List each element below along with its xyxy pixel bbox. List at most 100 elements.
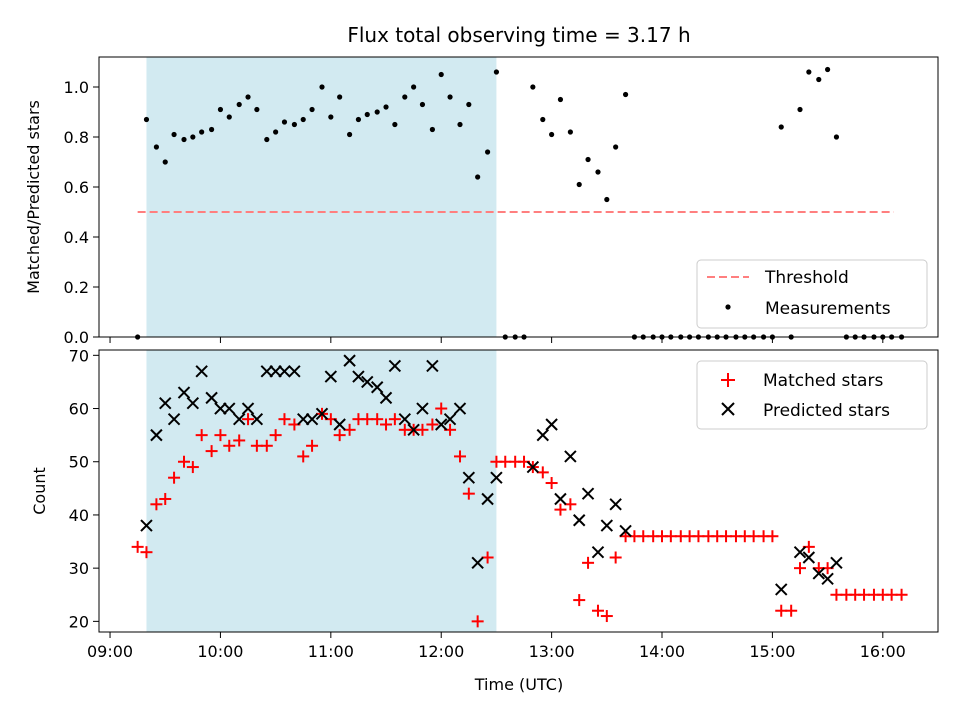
x-tick-label: 14:00: [639, 642, 685, 661]
measurement-point: [264, 136, 270, 143]
bottom-plot-area: [131, 354, 908, 628]
measurement-point: [576, 181, 582, 188]
top-y-tick-label: 0.4: [64, 228, 89, 247]
bottom-y-tick-label: 30: [69, 559, 89, 578]
bottom-x-axis: 09:00 10:00 11:00 12:00 13:00 14:00 15:00 16:00: [87, 632, 906, 661]
predicted-star-point: [443, 412, 457, 426]
predicted-star-point: [260, 365, 274, 378]
measurement-point: [309, 106, 315, 113]
predicted-star-point: [150, 428, 163, 442]
measurement-point: [319, 84, 325, 90]
measurement-point: [300, 116, 306, 123]
matched-star-point: [573, 594, 586, 607]
matched-star-point: [564, 498, 577, 511]
predicted-star-point: [591, 545, 605, 559]
predicted-star-point: [361, 375, 374, 389]
bottom-legend-box: [696, 360, 928, 430]
measurement-point: [153, 144, 160, 150]
measurement-point: [438, 71, 444, 78]
predicted-star-point: [471, 556, 484, 570]
measurement-point: [585, 156, 591, 163]
matched-star-point: [178, 455, 191, 468]
matched-star-point: [159, 492, 172, 505]
predicted-star-point: [526, 460, 540, 474]
predicted-star-point: [802, 551, 816, 564]
matched-star-point: [582, 556, 595, 569]
matched-star-point: [150, 498, 163, 511]
predicted-star-point: [232, 412, 246, 426]
top-y-tick-label: 0.2: [64, 278, 89, 297]
bottom-shaded-region: [146, 350, 497, 632]
x-tick-label: 09:00: [87, 642, 133, 661]
matched-star-point: [794, 562, 807, 575]
x-axis-label: Time (UTC): [474, 675, 563, 694]
predicted-star-point: [167, 412, 181, 426]
measurement-point: [825, 66, 831, 73]
predicted-star-point: [600, 519, 614, 532]
predicted-star-point: [269, 365, 282, 378]
predicted-star-point: [159, 397, 172, 410]
top-shade-rect: [146, 57, 497, 337]
top-y-tick-label: 0.6: [64, 178, 89, 197]
measurement-point: [604, 196, 610, 203]
measurement-point: [328, 114, 334, 120]
legend-matched-swatch: [721, 373, 735, 387]
predicted-star-point: [343, 354, 356, 367]
top-x-axis: [109, 337, 884, 343]
bottom-y-tick-label: 50: [69, 453, 89, 472]
measurement-point: [374, 109, 380, 115]
legend-matched-label: Matched stars: [763, 371, 883, 391]
predicted-star-point: [205, 391, 218, 405]
measurement-point: [622, 91, 629, 98]
matched-star-point: [895, 588, 908, 601]
bottom-y-axis-label: Count: [30, 467, 49, 515]
matched-star-point: [269, 429, 282, 442]
bottom-y-tick-label: 70: [69, 346, 89, 365]
bottom-y-tick-label: 20: [69, 612, 89, 631]
measurement-point: [402, 94, 408, 100]
predicted-star-point: [453, 402, 467, 415]
measurement-point: [567, 129, 573, 135]
x-tick-label: 13:00: [529, 642, 575, 661]
matched-star-point: [371, 413, 384, 426]
matched-star-point: [600, 610, 613, 623]
top-legend: Threshold Measurements: [696, 259, 928, 329]
bottom-y-axis: 20 30 40 50 60 70: [69, 346, 99, 631]
predicted-star-point: [609, 498, 622, 511]
predicted-star-point: [545, 418, 558, 431]
predicted-star-point: [490, 471, 503, 484]
top-y-tick-label: 0.0: [64, 328, 89, 347]
matched-star-point: [591, 604, 604, 617]
measurement-point: [778, 124, 784, 130]
measurement-point: [557, 96, 564, 103]
legend-measurements-label: Measurements: [765, 299, 891, 319]
predicted-star-point: [177, 386, 191, 399]
measurement-point: [392, 121, 398, 128]
matched-star-point: [205, 445, 218, 458]
measurement-point: [181, 136, 187, 143]
matched-star-point: [260, 439, 273, 452]
predicted-star-point: [821, 572, 834, 585]
measurement-point: [291, 121, 297, 128]
predicted-star-point: [536, 428, 549, 442]
measurement-point: [595, 169, 601, 175]
measurement-point: [797, 106, 803, 113]
x-tick-label: 10:00: [197, 642, 243, 661]
predicted-star-point: [297, 412, 310, 426]
predicted-star-point: [250, 412, 264, 426]
legend-measurements-swatch: [725, 304, 731, 310]
predicted-star-point: [214, 402, 227, 415]
measurement-point: [411, 84, 417, 90]
measurement-point: [245, 94, 251, 100]
matched-star-point: [131, 540, 144, 553]
matched-star-point: [306, 439, 319, 452]
matched-star-point: [233, 434, 246, 447]
matched-star-point: [242, 413, 255, 426]
matched-star-point: [333, 429, 346, 442]
chart-title: Flux total observing time = 3.17 h: [347, 23, 690, 47]
matched-star-point: [453, 450, 466, 463]
measurement-point: [171, 131, 177, 138]
matched-star-point: [168, 471, 181, 484]
matched-star-point: [766, 530, 779, 543]
top-axes-frame: [98, 56, 939, 338]
